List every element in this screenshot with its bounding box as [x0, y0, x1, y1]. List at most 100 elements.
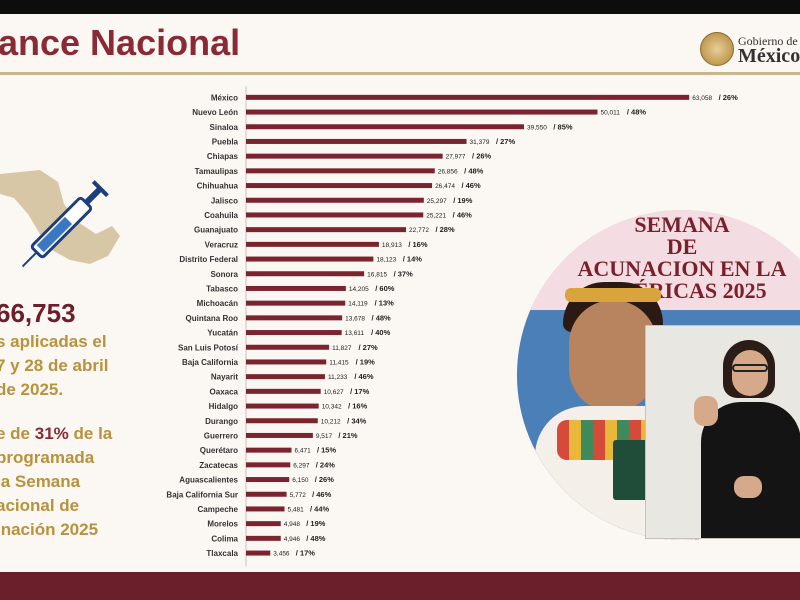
category-label: Hidalgo — [209, 402, 238, 411]
bar — [246, 330, 342, 336]
category-label: Coahuila — [204, 211, 238, 220]
pct-line-5: inación 2025 — [0, 520, 99, 539]
value-label: 14,119 — [348, 301, 368, 308]
category-label: Puebla — [212, 137, 239, 146]
category-label: Quintana Roo — [186, 314, 239, 323]
banner-line-3: ACUNACION EN LA — [577, 256, 787, 281]
value-label: 13,678 — [345, 315, 365, 322]
percent-label: / 17% — [296, 549, 316, 558]
desc-line-2: 7 y 28 de abril — [0, 356, 109, 375]
value-label: 27,977 — [446, 154, 466, 161]
interpreter-body — [701, 402, 800, 538]
interpreter-hand — [694, 396, 718, 426]
percent-label: / 19% — [356, 357, 376, 366]
interpreter-face — [732, 350, 768, 396]
bar — [246, 535, 281, 541]
category-label: Guerrero — [204, 431, 238, 440]
bar — [246, 109, 598, 115]
category-label: México — [211, 93, 238, 102]
percent-label: / 44% — [310, 504, 330, 513]
category-label: Colima — [211, 534, 238, 543]
bar — [246, 197, 424, 203]
bar — [246, 241, 379, 247]
bar — [246, 418, 318, 424]
category-label: Veracruz — [205, 240, 238, 249]
category-label: Durango — [205, 417, 238, 426]
percent-label: / 21% — [338, 431, 358, 440]
value-label: 39,550 — [527, 124, 547, 131]
category-label: Yucatán — [207, 329, 238, 338]
percent-label: / 16% — [348, 402, 368, 411]
category-label: Distrito Federal — [179, 255, 238, 264]
value-label: 13,611 — [345, 330, 365, 337]
category-label: Baja California — [182, 358, 239, 367]
girl-face — [569, 300, 657, 412]
bar — [246, 285, 346, 291]
value-label: 4,948 — [284, 521, 301, 528]
percent-label: / 46% — [453, 210, 473, 219]
value-label: 11,233 — [328, 374, 348, 381]
percent-label: / 85% — [553, 122, 573, 131]
category-label: Oaxaca — [210, 387, 239, 396]
top-black-bar — [0, 0, 800, 14]
pct-line-4: acional de — [0, 496, 80, 515]
total-doses-number: 66,753 — [0, 298, 76, 328]
percent-label: / 34% — [347, 416, 367, 425]
percent-label: / 48% — [306, 534, 326, 543]
value-label: 4,946 — [284, 536, 301, 543]
percent-label: / 14% — [403, 255, 423, 264]
category-label: Querétaro — [200, 446, 238, 455]
title-divider — [0, 72, 800, 75]
bar — [246, 462, 291, 468]
percent-label: / 19% — [453, 196, 473, 205]
desc-line-3: de 2025. — [0, 380, 64, 399]
bar — [246, 344, 330, 350]
percent-label: / 16% — [408, 240, 428, 249]
category-label: Morelos — [207, 520, 238, 529]
value-label: 18,123 — [376, 257, 396, 264]
value-label: 10,342 — [322, 404, 342, 411]
value-label: 6,297 — [293, 462, 310, 469]
percent-label: / 48% — [627, 108, 647, 117]
value-label: 10,627 — [324, 389, 344, 396]
banner-line-2: DE — [666, 234, 698, 259]
percent-label: / 27% — [359, 343, 379, 352]
value-label: 11,827 — [332, 345, 352, 352]
value-label: 9,517 — [316, 433, 333, 440]
value-label: 3,456 — [273, 551, 290, 558]
bar — [246, 227, 407, 233]
percent-label: / 48% — [464, 166, 484, 175]
category-label: Aguascalientes — [179, 476, 238, 485]
bar — [246, 315, 343, 321]
value-label: 63,058 — [692, 95, 712, 102]
pct-line-3: la Semana — [0, 472, 81, 491]
percent-label: / 26% — [315, 475, 335, 484]
category-label: Tlaxcala — [206, 549, 238, 558]
bar-chart-svg: 010,00020,00030,00040,00050,00060,00070,… — [166, 86, 738, 567]
bar — [246, 388, 321, 394]
category-label: Jalisco — [211, 196, 238, 205]
slide: ance Nacional Gobierno de México 66,753 … — [0, 14, 800, 572]
interpreter-glasses — [732, 364, 768, 372]
bar — [246, 300, 346, 306]
percent-label: / 60% — [375, 284, 395, 293]
bar — [246, 359, 327, 365]
value-label: 26,474 — [435, 183, 455, 190]
bar — [246, 403, 319, 409]
bar — [246, 374, 325, 380]
pct-suffix: de la — [68, 424, 113, 443]
category-label: San Luis Potosí — [178, 343, 239, 352]
percent-label: / 15% — [317, 446, 337, 455]
pct-line-2: programada — [0, 448, 95, 467]
percent-label: / 28% — [435, 225, 455, 234]
percent-label: / 17% — [350, 387, 370, 396]
bar-chart: 010,00020,00030,00040,00050,00060,00070,… — [160, 84, 750, 572]
value-label: 25,297 — [427, 198, 447, 205]
category-label: Michoacán — [197, 299, 238, 308]
bar — [246, 550, 271, 556]
bar — [246, 153, 443, 159]
category-label: Zacatecas — [199, 461, 238, 470]
value-label: 18,913 — [382, 242, 402, 249]
value-label: 22,772 — [409, 227, 429, 234]
category-label: Tabasco — [206, 284, 238, 293]
